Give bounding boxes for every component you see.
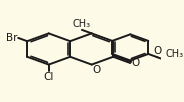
Text: CH₃: CH₃ bbox=[73, 19, 91, 29]
Text: O: O bbox=[132, 58, 140, 68]
Text: Cl: Cl bbox=[43, 72, 54, 82]
Text: O: O bbox=[153, 46, 161, 56]
Text: CH₃: CH₃ bbox=[166, 49, 184, 59]
Text: Br: Br bbox=[6, 33, 17, 43]
Text: O: O bbox=[92, 65, 101, 75]
